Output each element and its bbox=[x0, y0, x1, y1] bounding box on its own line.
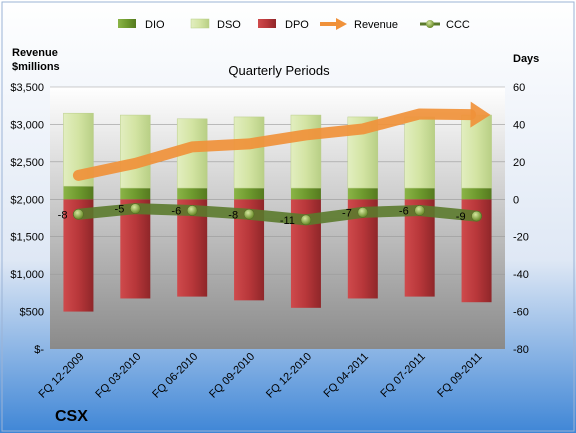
dso-bar bbox=[461, 114, 492, 189]
dio-bar bbox=[347, 188, 378, 200]
right-tick-label: 20 bbox=[513, 157, 525, 169]
legend: DIO DSO DPO Revenue CCC bbox=[118, 18, 470, 31]
dpo-bar bbox=[120, 199, 151, 299]
right-tick-label: 40 bbox=[513, 119, 525, 131]
ccc-data-label: -7 bbox=[342, 207, 352, 219]
legend-dpo-swatch bbox=[258, 19, 276, 28]
left-tick-label: $- bbox=[34, 344, 44, 356]
ccc-marker bbox=[471, 210, 482, 222]
right-tick-label: -20 bbox=[513, 232, 529, 244]
legend-revenue-swatch bbox=[320, 18, 347, 30]
ccc-data-label: -6 bbox=[171, 206, 181, 218]
right-axis-label: Days bbox=[513, 53, 539, 65]
ccc-data-label: -8 bbox=[228, 209, 238, 221]
ccc-marker bbox=[243, 209, 255, 220]
right-tick-label: -40 bbox=[513, 269, 529, 281]
right-tick-label: 60 bbox=[513, 82, 525, 94]
ccc-marker bbox=[73, 209, 84, 220]
dio-bar bbox=[63, 186, 94, 200]
ccc-data-label: -6 bbox=[399, 206, 409, 218]
company-name: CSX bbox=[55, 408, 88, 425]
left-axis-label-line1: Revenue bbox=[12, 47, 58, 59]
ccc-marker bbox=[130, 203, 141, 214]
right-tick-label: 0 bbox=[513, 194, 519, 206]
left-tick-label: $500 bbox=[20, 307, 44, 319]
ccc-marker bbox=[186, 205, 198, 216]
legend-dio-label: DIO bbox=[145, 19, 165, 31]
ccc-data-label: -9 bbox=[456, 211, 466, 223]
right-tick-label: -60 bbox=[513, 307, 529, 319]
ccc-data-label: -11 bbox=[280, 215, 295, 227]
legend-dso-label: DSO bbox=[217, 19, 241, 31]
left-tick-label: $3,500 bbox=[10, 82, 44, 94]
ccc-data-label: -5 bbox=[115, 204, 125, 216]
ccc-marker bbox=[300, 214, 312, 226]
ccc-data-label: -8 bbox=[58, 209, 68, 221]
left-tick-label: $3,000 bbox=[10, 119, 44, 131]
chart-title: Quarterly Periods bbox=[228, 63, 330, 78]
ccc-line bbox=[72, 203, 483, 226]
revenue-arrowhead bbox=[470, 101, 491, 128]
left-axis-label-line2: $millions bbox=[12, 61, 60, 73]
legend-dso-swatch bbox=[190, 18, 210, 29]
legend-ccc-label: CCC bbox=[446, 19, 470, 31]
right-tick-label: -80 bbox=[513, 344, 529, 356]
dio-bar bbox=[120, 188, 151, 200]
dso-bar bbox=[233, 116, 265, 189]
left-tick-label: $2,000 bbox=[10, 194, 44, 206]
ccc-series: -8 -5 -6 -8 -11 -7 -6 -9 bbox=[58, 203, 483, 227]
dio-bar bbox=[177, 188, 208, 200]
legend-ccc-swatch bbox=[420, 20, 440, 28]
legend-dpo-label: DPO bbox=[285, 19, 309, 31]
ccc-marker bbox=[414, 205, 425, 216]
legend-dio-swatch bbox=[118, 19, 136, 28]
ccc-marker bbox=[357, 207, 369, 218]
dio-bar bbox=[234, 188, 265, 200]
right-axis-ticks: -80 -60 -40 -20 0 20 40 60 bbox=[513, 82, 529, 356]
dso-bar bbox=[404, 116, 435, 189]
left-tick-label: $2,500 bbox=[10, 157, 44, 169]
dso-bar bbox=[290, 114, 322, 189]
left-tick-label: $1,500 bbox=[10, 232, 44, 244]
left-axis-ticks: $- $500 $1,000 $1,500 $2,000 $2,500 $3,000 $3,5… bbox=[10, 82, 44, 356]
dso-bar bbox=[120, 114, 151, 189]
dio-bar bbox=[290, 188, 321, 200]
legend-revenue-label: Revenue bbox=[354, 19, 398, 31]
dio-bar bbox=[404, 188, 435, 200]
left-tick-label: $1,000 bbox=[10, 269, 44, 281]
dio-bar bbox=[461, 188, 492, 200]
revenue-series bbox=[72, 101, 491, 181]
revenue-line bbox=[72, 108, 477, 181]
